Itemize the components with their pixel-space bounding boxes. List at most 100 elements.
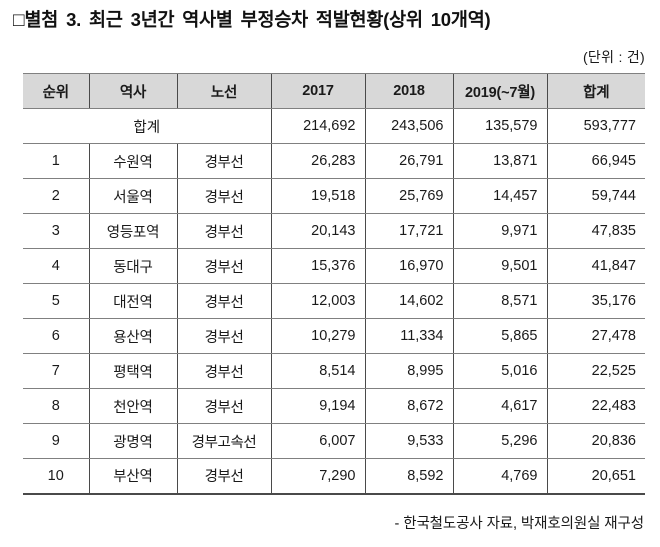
table-row: 1 수원역 경부선 26,283 26,791 13,871 66,945: [23, 143, 645, 179]
cell-total: 20,836: [546, 423, 645, 459]
cell-total: 47,835: [546, 213, 645, 249]
cell-rank: 1: [23, 143, 89, 179]
cell-line: 경부선: [176, 458, 271, 495]
table-row: 5 대전역 경부선 12,003 14,602 8,571 35,176: [23, 283, 645, 319]
column-header-2019: 2019(~7월): [452, 73, 547, 109]
total-row-2018: 243,506: [364, 108, 453, 144]
cell-line: 경부선: [176, 353, 271, 389]
table-header: 순위 역사 노선 2017 2018 2019(~7월) 합계: [23, 73, 645, 109]
table-row: 3 영등포역 경부선 20,143 17,721 9,971 47,835: [23, 213, 645, 249]
table-row: 7 평택역 경부선 8,514 8,995 5,016 22,525: [23, 353, 645, 389]
cell-rank: 10: [23, 458, 89, 495]
cell-line: 경부선: [176, 248, 271, 284]
fare-evasion-table-container: 순위 역사 노선 2017 2018 2019(~7월) 합계 합계 214,6…: [23, 73, 645, 495]
table-row: 6 용산역 경부선 10,279 11,334 5,865 27,478: [23, 318, 645, 354]
column-header-2018: 2018: [364, 73, 453, 109]
column-header-2017: 2017: [270, 73, 365, 109]
cell-2017: 9,194: [270, 388, 365, 424]
column-header-total: 합계: [546, 73, 645, 109]
cell-2018: 26,791: [364, 143, 453, 179]
cell-total: 20,651: [546, 458, 645, 495]
cell-rank: 6: [23, 318, 89, 354]
cell-2019: 5,016: [452, 353, 547, 389]
cell-2017: 6,007: [270, 423, 365, 459]
cell-2017: 12,003: [270, 283, 365, 319]
cell-2019: 14,457: [452, 178, 547, 214]
cell-2017: 7,290: [270, 458, 365, 495]
cell-station: 수원역: [88, 143, 177, 179]
column-header-station: 역사: [88, 73, 177, 109]
table-row: 9 광명역 경부고속선 6,007 9,533 5,296 20,836: [23, 423, 645, 459]
cell-line: 경부선: [176, 143, 271, 179]
cell-total: 35,176: [546, 283, 645, 319]
cell-2017: 15,376: [270, 248, 365, 284]
cell-2017: 8,514: [270, 353, 365, 389]
cell-rank: 8: [23, 388, 89, 424]
cell-rank: 7: [23, 353, 89, 389]
page-title-text: 별첨 3. 최근 3년간 역사별 부정승차 적발현황(상위 10개역): [24, 9, 491, 30]
cell-2017: 10,279: [270, 318, 365, 354]
cell-station: 부산역: [88, 458, 177, 495]
cell-2018: 14,602: [364, 283, 453, 319]
unit-label: (단위 : 건): [582, 49, 645, 65]
table-row: 10 부산역 경부선 7,290 8,592 4,769 20,651: [23, 458, 645, 495]
cell-line: 경부선: [176, 318, 271, 354]
source-note: - 한국철도공사 자료, 박재호의원실 재구성: [394, 516, 645, 532]
cell-2018: 17,721: [364, 213, 453, 249]
total-row-label: 합계: [23, 108, 271, 144]
cell-2019: 5,865: [452, 318, 547, 354]
cell-2019: 9,501: [452, 248, 547, 284]
cell-2019: 8,571: [452, 283, 547, 319]
cell-total: 66,945: [546, 143, 645, 179]
cell-station: 영등포역: [88, 213, 177, 249]
cell-2017: 26,283: [270, 143, 365, 179]
cell-rank: 9: [23, 423, 89, 459]
cell-total: 22,525: [546, 353, 645, 389]
cell-2019: 4,769: [452, 458, 547, 495]
cell-rank: 5: [23, 283, 89, 319]
cell-2017: 20,143: [270, 213, 365, 249]
empty-square-icon: □: [13, 10, 25, 31]
cell-station: 평택역: [88, 353, 177, 389]
cell-station: 서울역: [88, 178, 177, 214]
cell-2019: 9,971: [452, 213, 547, 249]
column-header-rank: 순위: [23, 73, 89, 109]
cell-total: 22,483: [546, 388, 645, 424]
cell-2017: 19,518: [270, 178, 365, 214]
fare-evasion-table: 순위 역사 노선 2017 2018 2019(~7월) 합계 합계 214,6…: [23, 73, 645, 495]
cell-2019: 13,871: [452, 143, 547, 179]
cell-2018: 8,995: [364, 353, 453, 389]
cell-rank: 4: [23, 248, 89, 284]
cell-2018: 9,533: [364, 423, 453, 459]
cell-station: 동대구: [88, 248, 177, 284]
cell-line: 경부선: [176, 283, 271, 319]
cell-total: 41,847: [546, 248, 645, 284]
cell-2018: 11,334: [364, 318, 453, 354]
cell-station: 대전역: [88, 283, 177, 319]
total-row-sum: 593,777: [546, 108, 645, 144]
cell-line: 경부선: [176, 213, 271, 249]
cell-rank: 2: [23, 178, 89, 214]
cell-2018: 25,769: [364, 178, 453, 214]
cell-line: 경부고속선: [176, 423, 271, 459]
table-header-row: 순위 역사 노선 2017 2018 2019(~7월) 합계: [23, 73, 645, 109]
column-header-line: 노선: [176, 73, 271, 109]
table-row-total: 합계 214,692 243,506 135,579 593,777: [23, 108, 645, 144]
cell-2019: 4,617: [452, 388, 547, 424]
cell-total: 27,478: [546, 318, 645, 354]
cell-2018: 8,672: [364, 388, 453, 424]
page-title: □ 별첨 3. 최근 3년간 역사별 부정승차 적발현황(상위 10개역): [13, 6, 491, 32]
total-row-2017: 214,692: [270, 108, 365, 144]
cell-station: 광명역: [88, 423, 177, 459]
cell-2018: 16,970: [364, 248, 453, 284]
table-row: 4 동대구 경부선 15,376 16,970 9,501 41,847: [23, 248, 645, 284]
cell-line: 경부선: [176, 388, 271, 424]
cell-station: 용산역: [88, 318, 177, 354]
cell-2018: 8,592: [364, 458, 453, 495]
table-body: 합계 214,692 243,506 135,579 593,777 1 수원역…: [23, 108, 645, 495]
table-row: 2 서울역 경부선 19,518 25,769 14,457 59,744: [23, 178, 645, 214]
cell-line: 경부선: [176, 178, 271, 214]
cell-rank: 3: [23, 213, 89, 249]
total-row-2019: 135,579: [452, 108, 547, 144]
